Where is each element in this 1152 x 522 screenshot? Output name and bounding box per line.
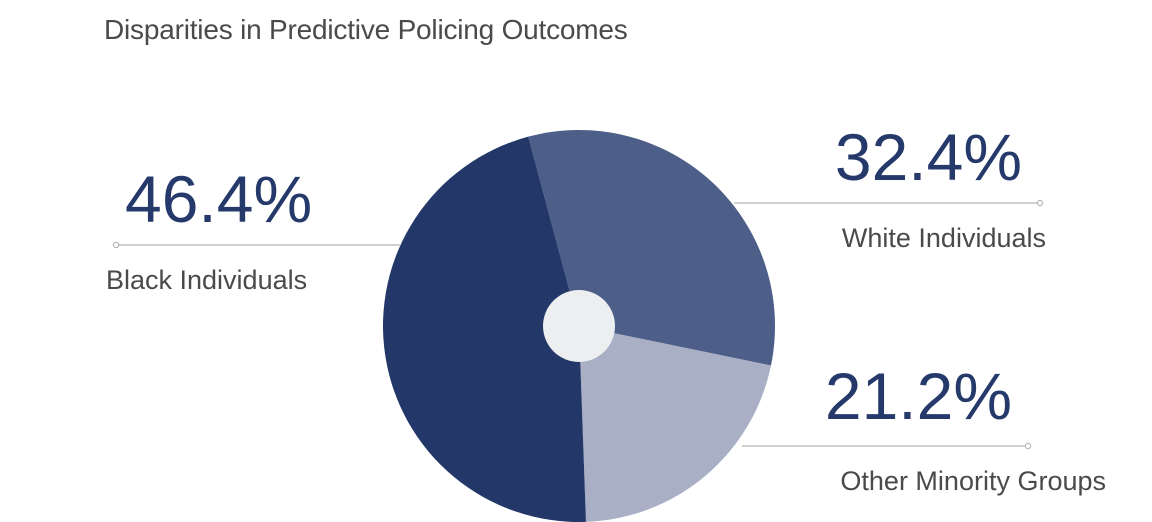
pie-annotations: 32.4% White Individuals 21.2% Other Minorit… bbox=[106, 120, 1106, 496]
leader-dot bbox=[1036, 199, 1044, 207]
slice-value-label: 46.4% bbox=[125, 162, 312, 236]
pie-slice-black-individuals bbox=[383, 136, 586, 522]
slice-category-label: White Individuals bbox=[842, 223, 1046, 253]
slice-value-label: 21.2% bbox=[825, 359, 1012, 433]
leader-dot bbox=[112, 241, 120, 249]
pie-slice-other-minority-groups bbox=[579, 326, 771, 522]
slice-category-label: Black Individuals bbox=[106, 265, 307, 295]
leader-dot bbox=[1024, 442, 1032, 450]
pie-center-hole bbox=[543, 290, 615, 362]
slice-value-label: 32.4% bbox=[835, 120, 1022, 194]
chart-title: Disparities in Predictive Policing Outco… bbox=[104, 14, 628, 45]
slice-category-label: Other Minority Groups bbox=[840, 466, 1106, 496]
